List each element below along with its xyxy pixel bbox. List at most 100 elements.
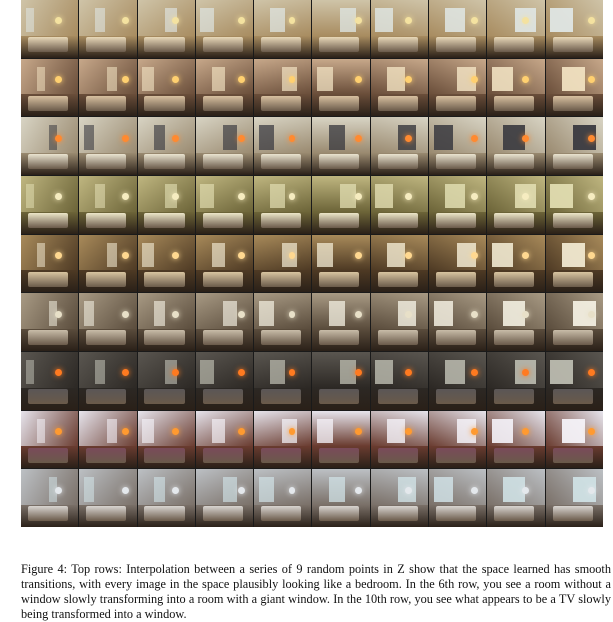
tile-bed — [377, 506, 418, 522]
tile-window — [339, 184, 357, 209]
tile-lamp — [288, 193, 296, 201]
tile-bed — [27, 154, 68, 170]
tile-window — [95, 360, 106, 385]
bedroom-sample-image — [137, 410, 195, 469]
bedroom-sample-image — [545, 176, 603, 234]
tile-window — [386, 66, 405, 91]
bedroom-sample-image — [487, 469, 545, 527]
bedroom-sample-image — [195, 58, 254, 117]
tile-bed — [202, 330, 243, 346]
tile-window — [142, 242, 154, 267]
tile-window — [95, 8, 106, 33]
tile-window — [445, 360, 465, 385]
tile-lamp — [354, 75, 362, 83]
tile-lamp — [171, 251, 179, 259]
tile-bed — [435, 212, 477, 228]
tile-lamp — [55, 193, 63, 201]
bedroom-sample-image — [312, 234, 370, 293]
tile-window — [83, 125, 94, 150]
tile-bed — [86, 388, 127, 404]
tile-window — [142, 66, 154, 91]
tile-lamp — [405, 369, 413, 377]
bedroom-sample-image — [79, 58, 137, 117]
bedroom-sample-image — [137, 469, 195, 527]
tile-bed — [144, 95, 185, 111]
tile-lamp — [171, 369, 179, 377]
tile-lamp — [405, 193, 413, 201]
tile-window — [456, 66, 477, 91]
tile-lamp — [288, 310, 296, 318]
tile-lamp — [588, 17, 595, 25]
tile-lamp — [288, 251, 296, 259]
tile-lamp — [238, 251, 246, 259]
tile-lamp — [354, 486, 362, 494]
tile-window — [223, 477, 237, 502]
tile-bed — [27, 212, 68, 228]
tile-lamp — [521, 17, 529, 25]
bedroom-sample-image — [312, 410, 370, 469]
tile-lamp — [405, 427, 413, 435]
bedroom-sample-image — [79, 410, 137, 469]
tile-window — [561, 418, 585, 443]
tile-lamp — [588, 486, 595, 494]
bedroom-sample-image — [370, 469, 429, 527]
tile-window — [83, 301, 94, 326]
tile-bed — [202, 36, 243, 52]
bedroom-sample-image — [137, 117, 195, 175]
tile-lamp — [55, 75, 63, 83]
tile-window — [270, 184, 286, 209]
bedroom-sample-image — [312, 293, 370, 351]
tile-bed — [552, 154, 593, 170]
tile-lamp — [405, 310, 413, 318]
tile-lamp — [171, 134, 179, 142]
bedroom-sample-image — [487, 234, 545, 293]
tile-lamp — [238, 134, 246, 142]
tile-window — [211, 418, 226, 443]
tile-lamp — [588, 251, 595, 259]
bedroom-sample-image — [429, 410, 487, 469]
tile-bed — [377, 447, 418, 463]
tile-window — [503, 301, 525, 326]
bedroom-sample-image — [254, 469, 312, 527]
bedroom-sample-image — [370, 410, 429, 469]
tile-lamp — [171, 17, 179, 25]
tile-window — [456, 418, 477, 443]
tile-window — [445, 184, 465, 209]
tile-bed — [202, 506, 243, 522]
tile-window — [25, 184, 34, 209]
tile-lamp — [121, 251, 129, 259]
bedroom-sample-image — [545, 352, 603, 410]
tile-lamp — [521, 251, 529, 259]
tile-window — [491, 66, 514, 91]
tile-lamp — [588, 193, 595, 201]
tile-bed — [377, 212, 418, 228]
bedroom-sample-image — [429, 0, 487, 58]
tile-window — [37, 242, 46, 267]
tile-bed — [261, 388, 302, 404]
bedroom-sample-image — [545, 293, 603, 351]
tile-window — [503, 477, 525, 502]
tile-bed — [494, 36, 535, 52]
tile-window — [561, 242, 585, 267]
tile-window — [375, 184, 394, 209]
tile-window — [573, 301, 597, 326]
tile-window — [270, 360, 286, 385]
tile-lamp — [471, 193, 479, 201]
tile-lamp — [521, 369, 529, 377]
tile-window — [165, 8, 177, 33]
tile-bed — [435, 447, 477, 463]
tile-wall — [21, 234, 79, 271]
tile-bed — [552, 271, 593, 287]
tile-bed — [377, 388, 418, 404]
bedroom-sample-image — [429, 176, 487, 234]
tile-window — [328, 477, 345, 502]
tile-bed — [27, 388, 68, 404]
tile-lamp — [405, 75, 413, 83]
tile-bed — [552, 330, 593, 346]
tile-lamp — [238, 486, 246, 494]
tile-bed — [552, 388, 593, 404]
bedroom-sample-image — [21, 58, 79, 117]
tile-lamp — [55, 134, 63, 142]
tile-bed — [435, 36, 477, 52]
tile-lamp — [238, 17, 246, 25]
